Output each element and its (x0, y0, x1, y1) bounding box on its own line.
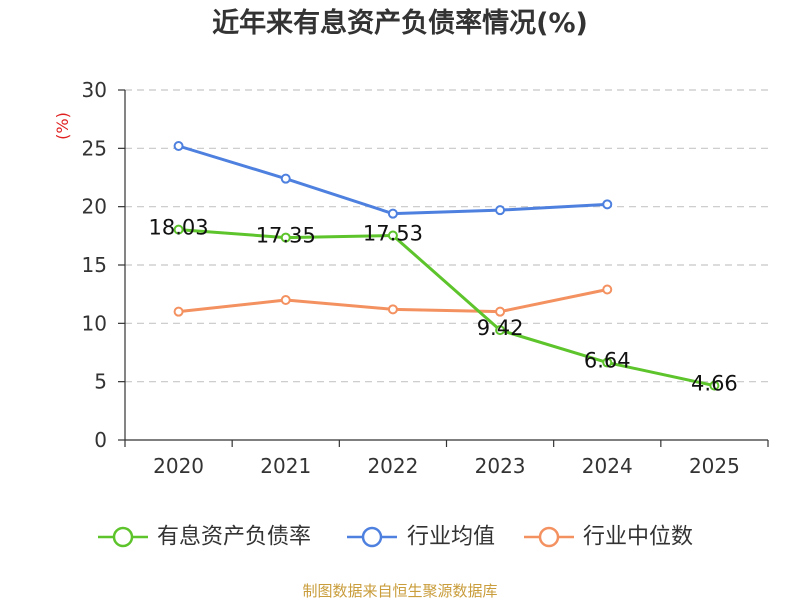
data-label: 17.53 (363, 221, 423, 245)
legend-item-interest-bearing-debt-ratio[interactable]: 有息资产负债率 (98, 525, 311, 550)
x-tick-label: 2022 (367, 454, 418, 478)
y-tick-label: 30 (82, 78, 107, 102)
data-point[interactable] (173, 306, 184, 317)
data-point[interactable] (280, 295, 291, 305)
legend-circle-icon (112, 526, 134, 548)
data-label: 18.03 (149, 216, 209, 240)
x-tick-label: 2025 (689, 454, 740, 478)
data-point[interactable] (387, 304, 398, 315)
x-tick-label: 2020 (153, 454, 204, 478)
series-layer (173, 141, 720, 391)
y-tick-label: 0 (94, 428, 107, 452)
series-line (178, 228, 715, 388)
y-tick-label: 5 (94, 370, 107, 394)
series-0 (173, 224, 720, 391)
legend-label: 有息资产负债率 (157, 525, 311, 550)
chart-title: 近年来有息资产负债率情况(%) (212, 7, 588, 39)
legend-item-industry-average[interactable]: 行业均值 (347, 525, 495, 550)
series-1 (173, 141, 613, 219)
legend-item-industry-median[interactable]: 行业中位数 (524, 525, 693, 550)
series-line (178, 144, 608, 216)
legend-label: 行业均值 (407, 525, 495, 550)
y-tick-label: 10 (82, 311, 107, 335)
data-label: 9.42 (477, 316, 524, 340)
data-point[interactable] (495, 325, 506, 336)
legend: 有息资产负债率 行业均值 行业中位数 (98, 525, 693, 550)
data-point[interactable] (173, 224, 184, 235)
legend-circle-icon (538, 526, 560, 548)
data-label: 4.66 (691, 372, 738, 396)
data-point[interactable] (280, 173, 291, 184)
data-point[interactable] (602, 284, 613, 295)
x-tick-label: 2021 (260, 454, 311, 478)
grid-lines (125, 89, 768, 383)
y-tick-label: 20 (82, 195, 107, 219)
series-2 (173, 284, 613, 317)
legend-circle-icon (361, 526, 383, 548)
data-point[interactable] (173, 141, 184, 151)
x-tick-label: 2024 (582, 454, 633, 478)
y-tick-label: 15 (82, 253, 107, 277)
legend-label: 行业中位数 (583, 525, 693, 550)
y-tick-label: 25 (82, 136, 107, 160)
data-labels: 18.03 17.35 17.53 9.42 6.64 4.66 (149, 216, 738, 396)
data-point[interactable] (495, 205, 506, 216)
data-point[interactable] (280, 232, 291, 243)
x-tick-label: 2023 (475, 454, 526, 478)
data-point[interactable] (387, 208, 398, 219)
data-point[interactable] (387, 230, 398, 241)
data-label: 6.64 (584, 349, 631, 373)
data-point[interactable] (602, 357, 613, 368)
data-point[interactable] (495, 306, 506, 317)
data-label: 17.35 (256, 224, 316, 248)
source-footer: 制图数据来自恒生聚源数据库 (302, 582, 497, 600)
y-axis-label: (%) (53, 112, 72, 140)
data-point[interactable] (602, 199, 613, 210)
data-point[interactable] (709, 380, 720, 391)
